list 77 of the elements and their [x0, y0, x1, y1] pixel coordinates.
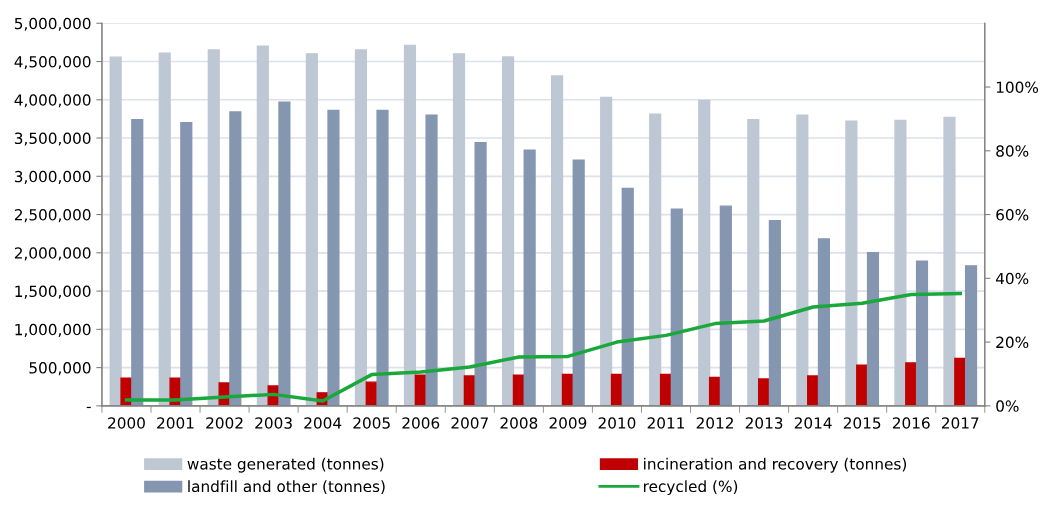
bar — [278, 101, 291, 406]
x-tick-label: 2005 — [353, 417, 390, 429]
bar — [376, 109, 389, 406]
y-tick-label: 3,500,000 — [14, 132, 91, 146]
bar — [131, 118, 144, 406]
bar — [207, 49, 220, 406]
bar — [894, 119, 907, 406]
x-tick-label: 2002 — [206, 417, 243, 429]
bar — [768, 219, 781, 406]
bar — [180, 122, 193, 406]
legend-label: recycled (%) — [644, 480, 738, 496]
bar — [523, 149, 536, 406]
legend-label: waste generated (tonnes) — [187, 457, 384, 473]
x-tick-label: 2009 — [549, 417, 587, 429]
bar — [327, 109, 340, 406]
x-tick-label: 2007 — [451, 417, 488, 429]
bar — [747, 118, 760, 406]
y-tick-label: 4,500,000 — [14, 55, 91, 70]
bar — [719, 205, 732, 406]
bar — [425, 114, 438, 406]
x-tick-label: 2006 — [402, 417, 440, 429]
x-tick-label: 2012 — [696, 417, 733, 429]
bar — [403, 44, 417, 406]
x-tick-label: 2015 — [843, 417, 881, 429]
bar — [621, 187, 634, 406]
y-tick-label: 3,000,000 — [14, 170, 91, 184]
line-series — [124, 291, 962, 403]
bar — [256, 45, 269, 406]
bar — [845, 120, 858, 406]
y-tick-label: 1,000,000 — [15, 323, 91, 337]
y-tick-label: 500,000 — [29, 362, 91, 376]
bar — [964, 265, 978, 406]
bar — [305, 53, 318, 406]
y2-tick-label: 40% — [995, 272, 1029, 285]
x-tick-label: 2003 — [255, 417, 292, 429]
y-tick-label: 1,500,000 — [15, 285, 91, 299]
x-tick-label: 2014 — [794, 417, 832, 429]
bar — [698, 99, 711, 406]
bar — [572, 159, 585, 406]
bar — [915, 260, 929, 406]
bar — [905, 362, 918, 406]
y-tick-label: - — [86, 406, 91, 409]
x-tick-label: 2016 — [892, 417, 930, 429]
y-tick-label: 5,000,000 — [14, 17, 91, 31]
bar — [817, 238, 831, 406]
y-tick-label: 4,000,000 — [14, 94, 91, 108]
bar — [600, 96, 613, 406]
legend-label: incineration and recovery (tonnes) — [644, 457, 907, 473]
y-tick-label: 2,500,000 — [14, 209, 91, 223]
legend-label: landfill and other (tonnes) — [188, 480, 385, 494]
x-tick-label: 2013 — [745, 417, 783, 429]
bar — [866, 252, 880, 406]
y2-tick-label: 60% — [996, 209, 1029, 221]
bar — [943, 116, 956, 406]
bar — [354, 49, 368, 406]
bar — [109, 56, 122, 406]
x-tick-label: 2001 — [157, 417, 194, 429]
bar — [474, 141, 487, 406]
bar — [551, 75, 564, 406]
x-tick-label: 2008 — [500, 417, 538, 429]
bar — [649, 113, 662, 406]
bar — [229, 111, 242, 406]
bar — [501, 56, 515, 406]
x-tick-label: 2004 — [304, 417, 342, 429]
y-tick-label: 2,000,000 — [14, 247, 91, 261]
bar — [158, 52, 171, 406]
y2-tick-label: 20% — [996, 336, 1029, 349]
x-tick-label: 2017 — [941, 417, 979, 429]
y2-tick-label: 80% — [996, 145, 1029, 157]
bar — [452, 53, 466, 406]
y2-tick-label: 0% — [996, 400, 1019, 412]
bar — [670, 208, 683, 406]
x-tick-label: 2000 — [108, 417, 145, 429]
x-tick-label: 2010 — [598, 417, 636, 429]
x-tick-label: 2011 — [647, 417, 685, 429]
y2-tick-label: 100% — [996, 81, 1039, 94]
bar — [796, 114, 809, 406]
